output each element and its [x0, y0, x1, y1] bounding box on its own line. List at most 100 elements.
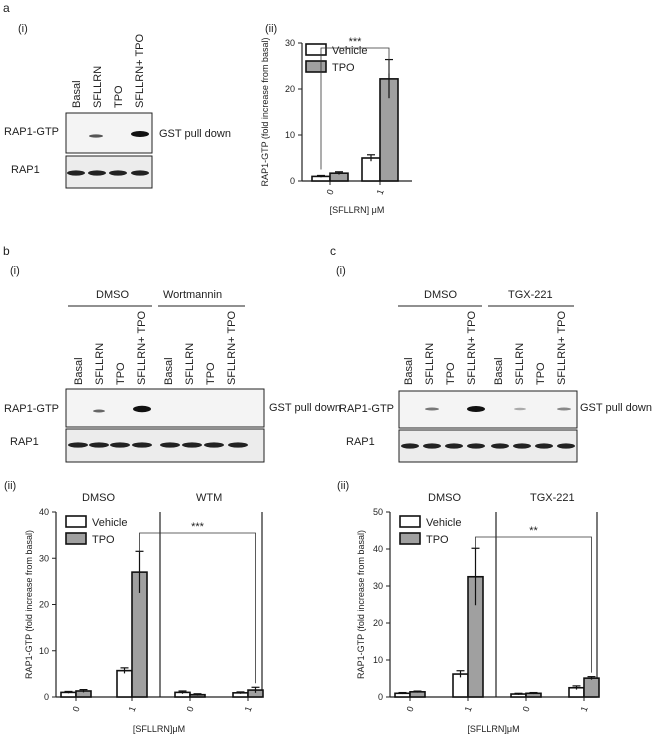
blot-c-lane-4: SFLLRN+ TPO: [466, 310, 478, 385]
blot-a-lane-3: TPO: [113, 85, 125, 108]
band: [467, 443, 485, 449]
x-tick-label: 0: [71, 705, 82, 713]
blot-a-side-label: GST pull down: [159, 128, 231, 140]
legend-label-tpo: TPO: [92, 534, 115, 546]
band: [445, 443, 463, 449]
band: [557, 407, 571, 411]
panel-a-letter: a: [3, 1, 10, 15]
x-tick-label: 0: [521, 705, 532, 713]
band: [131, 131, 149, 137]
band: [425, 407, 439, 411]
blot-b-group-2: Wortmannin: [163, 289, 222, 301]
x-axis-label: [SFLLRN]μM: [467, 724, 519, 734]
group-label: WTM: [196, 492, 222, 504]
panel-b-i-label: (i): [10, 265, 20, 277]
blot-b-lane-3: TPO: [115, 362, 127, 385]
panel-c-i-label: (i): [336, 265, 346, 277]
blot-c-lane-6: SFLLRN: [514, 343, 526, 385]
y-tick-label: 0: [378, 692, 383, 702]
x-tick-label: 1: [579, 705, 590, 713]
blot-b-gtp-strip: [65, 388, 265, 428]
panel-c-letter: c: [330, 244, 336, 258]
legend-label-vehicle: Vehicle: [92, 517, 127, 529]
band: [67, 170, 85, 176]
blot-b-lane-labels: Basal SFLLRN TPO SFLLRN+ TPO Basal SFLLR…: [73, 310, 238, 385]
blot-a-bands: [67, 131, 149, 176]
legend-swatch-tpo: [399, 532, 421, 545]
bar-tpo: [583, 677, 600, 698]
band: [491, 443, 509, 449]
y-tick-label: 40: [39, 507, 49, 517]
y-tick-label: 30: [39, 553, 49, 563]
blot-c-lane-7: TPO: [535, 362, 547, 385]
panel-a-i-label: (i): [18, 23, 28, 35]
blot-a-lane-2: SFLLRN: [92, 66, 104, 108]
panel-b-ii-label: (ii): [4, 480, 16, 492]
blot-b-lane-5: Basal: [163, 357, 175, 385]
bar-vehicle: [452, 673, 469, 698]
legend-label-tpo: TPO: [332, 62, 355, 74]
band: [423, 443, 441, 449]
x-tick-label: 0: [325, 188, 336, 196]
blot-b-row-rap1: RAP1: [10, 436, 39, 448]
band: [132, 442, 152, 448]
bar-tpo: [409, 691, 426, 698]
band: [89, 134, 103, 138]
panel-c-ii-label: (ii): [337, 480, 349, 492]
x-tick-label: 1: [243, 705, 254, 713]
legend-swatch-vehicle: [399, 515, 421, 528]
blot-a-lane-labels: Basal SFLLRN TPO SFLLRN+ TPO: [71, 33, 146, 108]
x-tick-label: 1: [463, 705, 474, 713]
y-tick-label: 30: [285, 38, 295, 48]
blot-c-lane-8: SFLLRN+ TPO: [556, 310, 568, 385]
bar-vehicle: [116, 669, 133, 698]
band: [160, 442, 180, 448]
legend-label-vehicle: Vehicle: [426, 517, 461, 529]
blot-b-row-rap1gtp: RAP1-GTP: [4, 403, 59, 415]
legend-swatch-tpo: [65, 532, 87, 545]
blot-a-lane-1: Basal: [71, 80, 83, 108]
band: [131, 170, 149, 176]
x-tick-label: 0: [405, 705, 416, 713]
blot-c-lane-labels: Basal SFLLRN TPO SFLLRN+ TPO Basal SFLLR…: [403, 310, 568, 385]
band: [133, 405, 151, 413]
blot-c-row-rap1gtp: RAP1-GTP: [339, 403, 394, 415]
blot-c-lane-1: Basal: [403, 357, 415, 385]
blot-a-lane-4: SFLLRN+ TPO: [134, 33, 146, 108]
bar-vehicle: [361, 157, 381, 182]
band: [110, 442, 130, 448]
x-tick-label: 0: [185, 705, 196, 713]
blot-a-row-rap1gtp: RAP1-GTP: [4, 126, 59, 138]
y-tick-label: 10: [373, 655, 383, 665]
y-axis-label: RAP1-GTP (fold increase from basal): [356, 530, 366, 679]
y-tick-label: 0: [290, 176, 295, 186]
x-axis-label: [SFLLRN]μM: [133, 724, 185, 734]
legend-swatch-vehicle: [305, 43, 327, 56]
blot-c-row-rap1: RAP1: [346, 436, 375, 448]
band: [88, 170, 106, 176]
blot-c-group-1: DMSO: [424, 289, 457, 301]
blot-c-gtp-strip: [398, 390, 578, 429]
panel-a-ii-label: (ii): [265, 23, 277, 35]
legend-label-tpo: TPO: [426, 534, 449, 546]
y-axis-label: RAP1-GTP (fold increase from basal): [260, 38, 270, 187]
significance-stars: ***: [191, 521, 205, 533]
blot-b-lane-2: SFLLRN: [94, 343, 106, 385]
blot-b-lane-1: Basal: [73, 357, 85, 385]
blot-b-group-1: DMSO: [96, 289, 129, 301]
significance-stars: **: [529, 525, 538, 537]
significance-bracket: [139, 532, 256, 684]
panel-b-letter: b: [3, 244, 10, 258]
blot-c-lane-3: TPO: [445, 362, 457, 385]
x-tick-label: 1: [127, 705, 138, 713]
band: [89, 442, 109, 448]
y-tick-label: 30: [373, 581, 383, 591]
y-tick-label: 10: [39, 646, 49, 656]
band: [514, 407, 526, 411]
band: [535, 443, 553, 449]
y-tick-label: 20: [39, 600, 49, 610]
y-tick-label: 40: [373, 544, 383, 554]
